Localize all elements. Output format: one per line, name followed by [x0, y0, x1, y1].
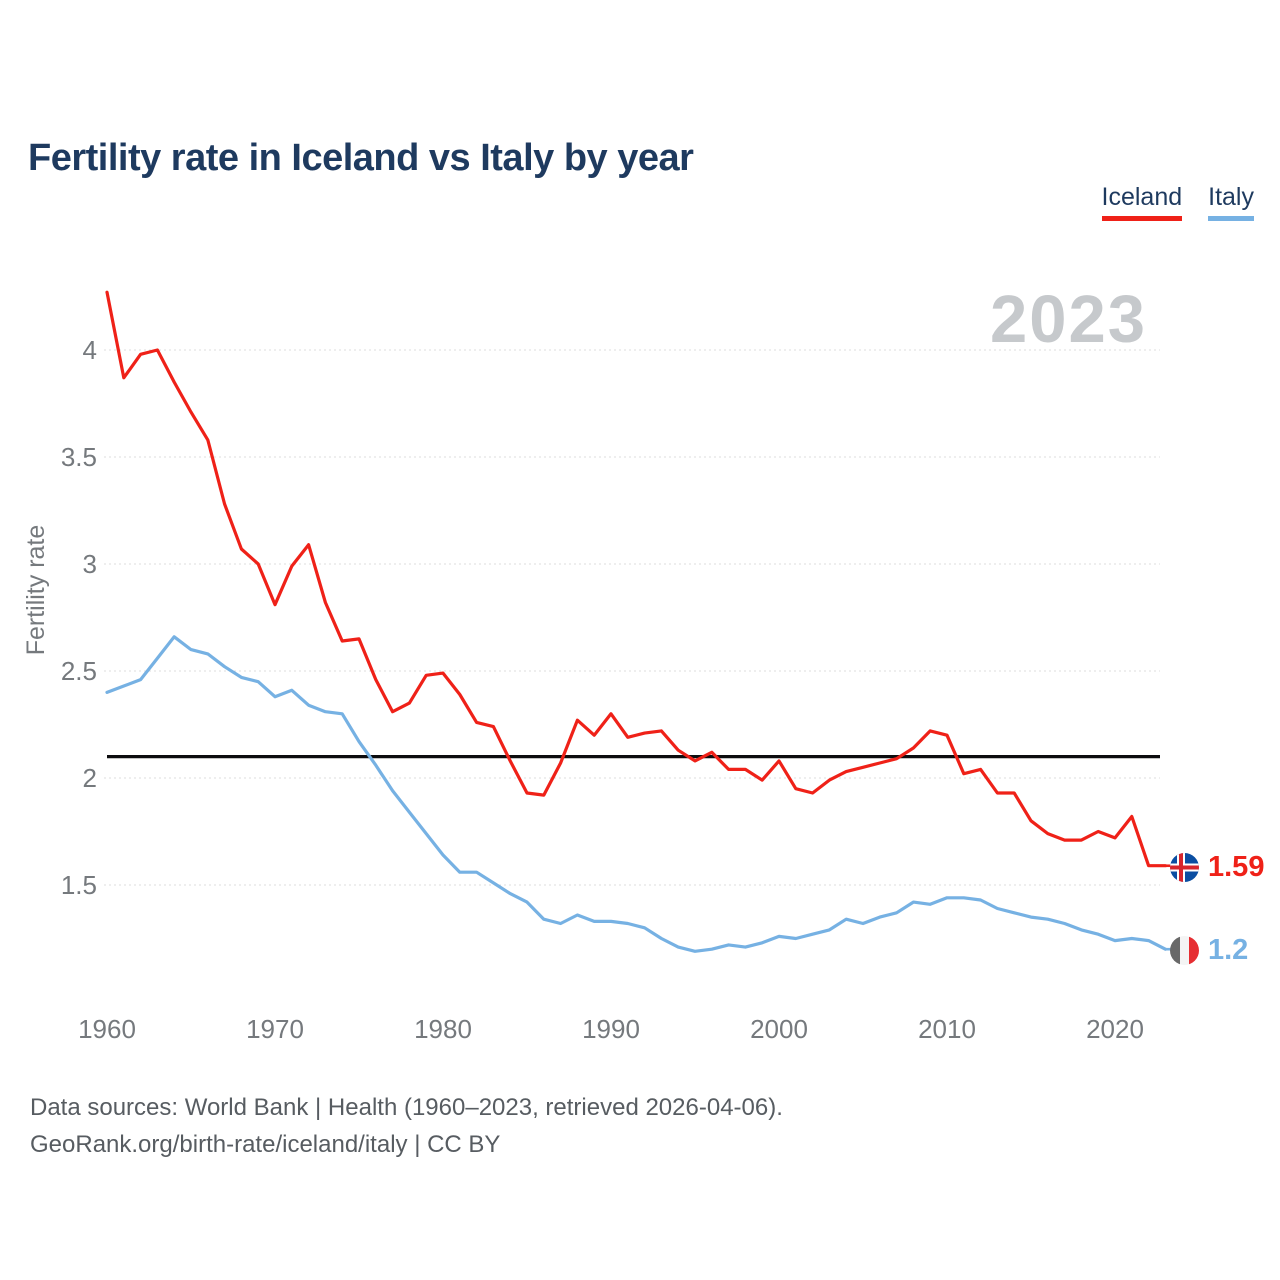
end-label-iceland: 1.59	[1170, 851, 1264, 884]
italy-flag-icon	[1170, 936, 1199, 965]
legend-item-italy[interactable]: Italy	[1208, 183, 1254, 221]
end-label-italy: 1.2	[1170, 934, 1248, 967]
y-tick-label: 2	[83, 763, 97, 793]
x-tick-label: 2000	[750, 1014, 808, 1044]
y-tick-label: 4	[83, 335, 97, 365]
x-tick-label: 1980	[414, 1014, 472, 1044]
y-axis-title: Fertility rate	[22, 525, 50, 656]
source-line-2: GeoRank.org/birth-rate/iceland/italy | C…	[30, 1131, 501, 1158]
x-tick-label: 1960	[78, 1014, 136, 1044]
y-tick-label: 3.5	[61, 442, 97, 472]
series-line-iceland	[105, 290, 1168, 868]
end-value-iceland: 1.59	[1208, 851, 1265, 883]
source-line-1: Data sources: World Bank | Health (1960–…	[30, 1094, 783, 1121]
legend-item-iceland[interactable]: Iceland	[1101, 183, 1183, 221]
series-line-italy	[105, 635, 1168, 953]
y-tick-label: 2.5	[61, 656, 97, 686]
data-source-note: Data sources: World Bank | Health (1960–…	[30, 1089, 783, 1163]
iceland-flag-icon	[1170, 853, 1199, 882]
y-tick-label: 3	[83, 549, 97, 579]
chart-title: Fertility rate in Iceland vs Italy by ye…	[28, 137, 694, 180]
x-tick-label: 1990	[582, 1014, 640, 1044]
watermark-year: 2023	[989, 282, 1147, 357]
legend: Iceland Italy	[1076, 183, 1254, 221]
x-tick-label: 2010	[918, 1014, 976, 1044]
x-tick-label: 2020	[1086, 1014, 1144, 1044]
end-value-italy: 1.2	[1208, 934, 1249, 966]
x-tick-label: 1970	[246, 1014, 304, 1044]
y-tick-label: 1.5	[61, 870, 97, 900]
